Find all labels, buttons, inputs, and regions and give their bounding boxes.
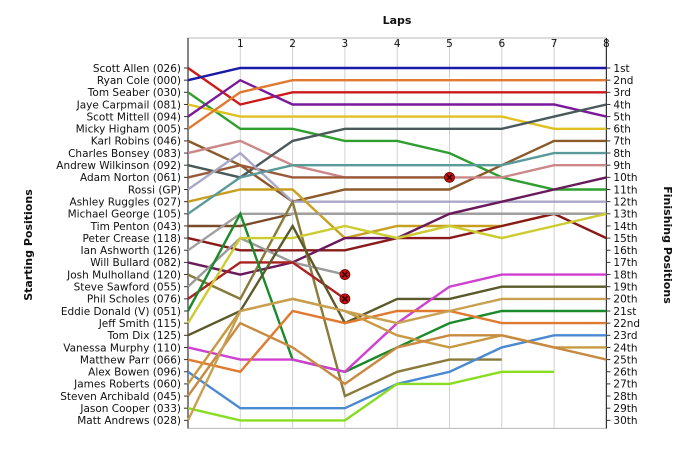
finishing-position-labels: 1st2nd3rd4th5th6th7th8th9th10th11th12th1… xyxy=(613,63,640,427)
driver-label-11: Rossi (GP) xyxy=(128,184,181,196)
y-axis-title-right: Finishing Positions xyxy=(661,186,674,304)
series-line-29 xyxy=(187,370,555,422)
finish-label-4: 4th xyxy=(613,99,630,111)
driver-label-29: Jason Cooper (033) xyxy=(79,403,181,415)
series-line-4 xyxy=(187,103,607,131)
finish-label-9: 9th xyxy=(613,160,630,172)
series-line-6 xyxy=(187,78,607,130)
driver-label-9: Andrew Wilkinson (092) xyxy=(56,160,181,172)
finish-label-5: 5th xyxy=(613,111,630,123)
driver-label-1: Scott Allen (026) xyxy=(93,63,181,75)
driver-label-5: Scott Mittell (094) xyxy=(86,111,181,123)
finish-label-24: 24th xyxy=(613,342,637,354)
series-line-11 xyxy=(187,151,607,203)
driver-label-23: Tom Dix (125) xyxy=(107,330,181,342)
retirement-markers xyxy=(339,171,455,305)
finish-label-8: 8th xyxy=(613,148,630,160)
driver-label-8: Charles Bonsey (083) xyxy=(68,148,181,160)
driver-label-3: Tom Seaber (030) xyxy=(87,87,181,99)
driver-label-12: Ashley Ruggles (027) xyxy=(70,196,181,208)
driver-label-17: Will Bullard (082) xyxy=(90,257,181,269)
finish-label-17: 17th xyxy=(613,257,637,269)
finish-label-1: 1st xyxy=(613,63,629,75)
retirement-marker-3 xyxy=(339,293,351,305)
x-tick-labels: 1 2 3 4 5 6 7 8 xyxy=(237,38,610,50)
finish-label-13: 13th xyxy=(613,209,637,221)
finish-label-28: 28th xyxy=(613,391,637,403)
series-line-7 xyxy=(187,139,607,203)
driver-label-25: Matthew Parr (066) xyxy=(80,354,181,366)
finish-label-6: 6th xyxy=(613,124,630,136)
finish-label-20: 20th xyxy=(613,294,637,306)
series-line-13 xyxy=(187,151,607,215)
finish-label-15: 15th xyxy=(613,233,637,245)
driver-label-7: Karl Robins (046) xyxy=(91,136,181,148)
finish-label-27: 27th xyxy=(613,379,637,391)
finish-label-3: 3rd xyxy=(613,87,630,99)
series-line-2 xyxy=(187,66,607,82)
series-line-30 xyxy=(186,297,607,421)
series-layer xyxy=(186,66,607,422)
driver-label-28: Steven Archibald (045) xyxy=(60,391,181,403)
series-line-16 xyxy=(187,212,607,252)
series-line-28 xyxy=(187,321,607,397)
finish-label-14: 14th xyxy=(613,221,637,233)
driver-label-20: Phil Scholes (076) xyxy=(87,294,181,306)
finish-label-16: 16th xyxy=(613,245,637,257)
driver-label-21: Eddie Donald (V) (051) xyxy=(61,306,181,318)
finish-label-18: 18th xyxy=(613,269,637,281)
x-tick-label: 5 xyxy=(446,38,453,50)
driver-label-16: Ian Ashworth (126) xyxy=(80,245,181,257)
series-line-9 xyxy=(187,103,607,179)
x-tick-label: 4 xyxy=(394,38,401,50)
finish-label-11: 11th xyxy=(613,184,637,196)
x-tick-label: 8 xyxy=(603,38,610,50)
driver-label-26: Alex Bowen (096) xyxy=(88,367,181,379)
grid xyxy=(184,37,611,429)
finish-label-26: 26th xyxy=(613,367,637,379)
finish-label-22: 22nd xyxy=(613,318,640,330)
starting-position-labels: Scott Allen (026)Ryan Cole (000)Tom Seab… xyxy=(56,63,181,427)
series-line-23 xyxy=(187,223,607,337)
driver-label-2: Ryan Cole (000) xyxy=(97,75,181,87)
x-tick-label: 2 xyxy=(289,38,296,50)
finish-label-7: 7th xyxy=(613,136,630,148)
driver-label-6: Micky Higham (005) xyxy=(76,124,181,136)
finish-label-2: 2nd xyxy=(613,75,633,87)
x-tick-label: 1 xyxy=(237,38,244,50)
series-line-25 xyxy=(187,309,607,374)
driver-label-15: Peter Crease (118) xyxy=(83,233,181,245)
x-tick-label: 3 xyxy=(342,38,349,50)
series-line-10 xyxy=(187,163,450,179)
retirement-marker-1 xyxy=(444,171,455,183)
driver-label-22: Jeff Smith (115) xyxy=(98,318,181,330)
retirement-marker-2 xyxy=(339,269,351,280)
finish-label-30: 30th xyxy=(613,415,637,427)
x-tick-label: 6 xyxy=(498,38,505,50)
driver-label-18: Josh Mulholland (120) xyxy=(66,269,181,281)
y-axis-title-left: Starting Positions xyxy=(22,189,35,301)
finish-label-29: 29th xyxy=(613,403,637,415)
driver-label-14: Tim Penton (043) xyxy=(90,221,181,233)
finish-label-25: 25th xyxy=(613,354,637,366)
x-axis-title: Laps xyxy=(383,14,412,27)
x-tick-label: 7 xyxy=(551,38,558,50)
driver-label-24: Vanessa Murphy (110) xyxy=(63,342,181,354)
finish-label-12: 12th xyxy=(613,196,637,208)
series-line-1 xyxy=(187,67,607,106)
series-line-3 xyxy=(187,91,607,191)
finish-label-21: 21st xyxy=(613,306,636,318)
finish-label-19: 19th xyxy=(613,282,637,294)
driver-label-4: Jaye Carpmail (081) xyxy=(76,99,181,111)
series-line-22 xyxy=(186,212,607,324)
driver-label-30: Matt Andrews (028) xyxy=(77,415,181,427)
driver-label-27: James Roberts (060) xyxy=(73,379,181,391)
driver-label-13: Michael George (105) xyxy=(68,209,181,221)
driver-label-10: Adam Norton (061) xyxy=(80,172,181,184)
finish-label-23: 23rd xyxy=(613,330,637,342)
driver-label-19: Steve Sawford (055) xyxy=(74,282,181,294)
finish-label-10: 10th xyxy=(613,172,637,184)
series-line-18 xyxy=(187,198,502,398)
